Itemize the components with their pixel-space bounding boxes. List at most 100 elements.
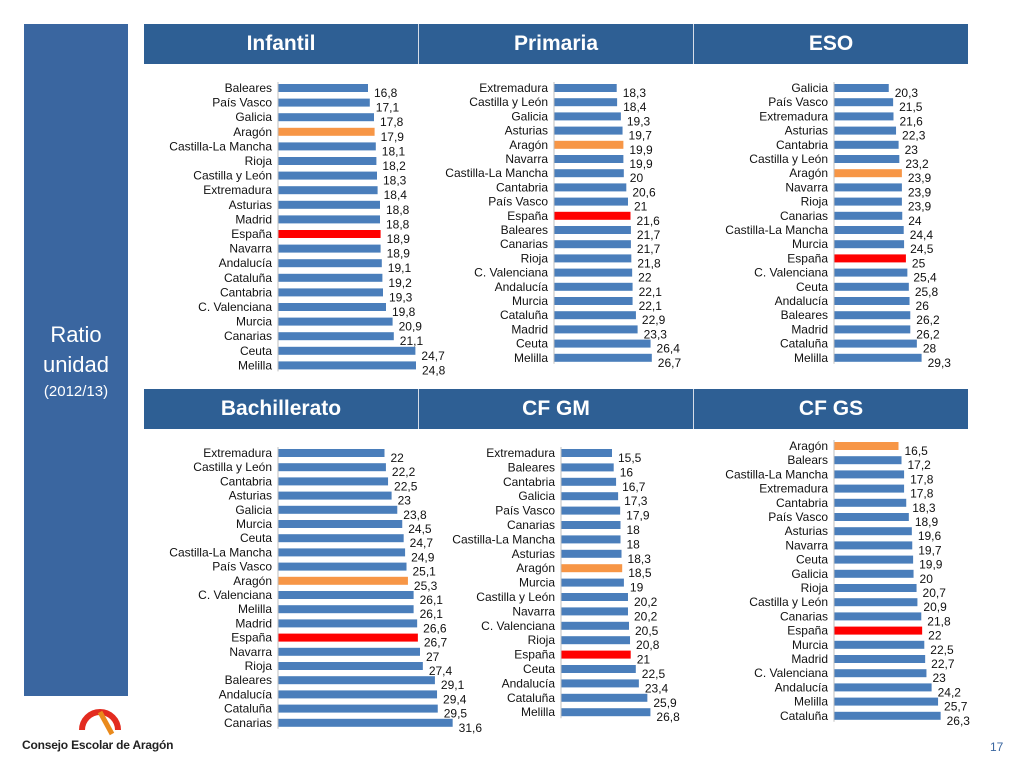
category-label: Melilla <box>238 358 272 372</box>
data-label: 24,4 <box>910 228 934 242</box>
data-label: 23,4 <box>645 681 669 695</box>
category-label: Melilla <box>238 602 272 616</box>
bar <box>278 647 420 656</box>
category-label: Extremadura <box>203 446 272 460</box>
category-label: Navarra <box>785 538 828 552</box>
bar <box>834 640 925 649</box>
bar <box>561 521 621 529</box>
data-label: 21,5 <box>899 100 923 114</box>
consejo-logo-icon <box>79 709 121 736</box>
data-label: 15,5 <box>618 451 642 465</box>
category-label: Rioja <box>245 154 273 168</box>
bar <box>278 317 393 326</box>
bar <box>278 273 383 282</box>
bar <box>278 361 416 370</box>
data-label: 23,9 <box>908 200 932 214</box>
category-label: Asturias <box>512 547 555 561</box>
bar <box>554 112 621 121</box>
category-label: Cantabria <box>776 138 828 152</box>
data-label: 22,7 <box>931 657 955 671</box>
data-label: 21,7 <box>637 242 661 256</box>
category-label: Navarra <box>785 180 828 194</box>
bar <box>554 140 624 149</box>
data-label: 23,8 <box>403 508 427 522</box>
bar <box>834 254 906 263</box>
bar <box>834 98 894 107</box>
data-label: 19,9 <box>629 143 653 157</box>
chart-primaria: Extremadura 18,3 Castilla y León 18,4 Galici… <box>445 81 682 370</box>
bar <box>278 548 406 557</box>
data-label: 22,1 <box>639 285 663 299</box>
category-label: C. Valenciana <box>754 666 828 680</box>
data-label: 26,1 <box>420 607 444 621</box>
data-label: 24,5 <box>910 242 934 256</box>
category-label: Extremadura <box>203 183 272 197</box>
category-label: Andalucía <box>775 680 829 694</box>
bar <box>554 325 638 334</box>
category-label: Navarra <box>229 645 272 659</box>
data-label: 18,5 <box>628 566 652 580</box>
category-label: Andalucía <box>219 687 273 701</box>
data-label: 21,7 <box>637 228 661 242</box>
category-label: Castilla-La Mancha <box>169 545 272 559</box>
category-label: Melilla <box>794 351 828 365</box>
data-label: 26,7 <box>658 356 682 370</box>
bar <box>278 562 407 571</box>
data-label: 21,8 <box>637 256 661 270</box>
data-label: 19,2 <box>388 276 412 290</box>
bar <box>834 155 900 163</box>
bar <box>278 605 414 614</box>
data-label: 23,9 <box>908 171 932 185</box>
data-label: 22 <box>638 271 652 285</box>
bar <box>278 619 418 628</box>
category-label: Ceuta <box>516 337 548 351</box>
bar <box>834 268 908 277</box>
data-label: 19,3 <box>627 114 651 128</box>
category-label: Rioja <box>801 195 829 209</box>
data-label: 24,2 <box>938 685 962 699</box>
data-label: 26,4 <box>657 342 681 356</box>
category-label: Madrid <box>791 652 828 666</box>
data-label: 25,8 <box>915 285 939 299</box>
bar <box>278 332 394 341</box>
category-label: Cataluña <box>507 691 555 705</box>
data-label: 20,7 <box>923 586 947 600</box>
data-label: 21,1 <box>400 334 424 348</box>
data-label: 19,1 <box>388 261 412 275</box>
bar <box>278 449 385 457</box>
bar <box>561 621 629 630</box>
category-label: Melilla <box>794 695 828 709</box>
category-label: Navarra <box>512 604 555 618</box>
bar <box>834 112 894 121</box>
bar <box>554 353 652 362</box>
bar <box>278 200 380 209</box>
data-label: 16 <box>620 465 634 479</box>
category-label: País Vasco <box>212 560 272 574</box>
data-label: 26,2 <box>916 313 940 327</box>
data-label: 20 <box>920 572 934 586</box>
data-label: 26,1 <box>420 593 444 607</box>
category-label: Ceuta <box>523 662 555 676</box>
footer-logo: Consejo Escolar de Aragón <box>22 700 174 756</box>
category-label: Cantabria <box>496 180 548 194</box>
category-label: Andalucía <box>219 256 273 270</box>
category-label: Cataluña <box>224 702 272 716</box>
data-label: 22,5 <box>930 643 954 657</box>
data-label: 19,8 <box>392 305 416 319</box>
bar <box>834 442 899 450</box>
bar <box>834 626 923 635</box>
category-label: Andalucía <box>502 676 556 690</box>
bar <box>834 211 903 220</box>
data-label: 19 <box>630 581 644 595</box>
footer-org-name: Consejo Escolar de Aragón <box>22 738 174 752</box>
data-label: 17,8 <box>380 115 404 129</box>
category-label: Galicia <box>511 109 548 123</box>
category-label: España <box>231 631 272 645</box>
bar <box>561 693 648 702</box>
side-title-line2: unidad <box>42 352 110 377</box>
bar <box>834 527 912 536</box>
category-label: Murcia <box>236 315 272 329</box>
bar <box>554 240 631 249</box>
data-label: 24,7 <box>410 536 434 550</box>
data-label: 20 <box>630 171 644 185</box>
